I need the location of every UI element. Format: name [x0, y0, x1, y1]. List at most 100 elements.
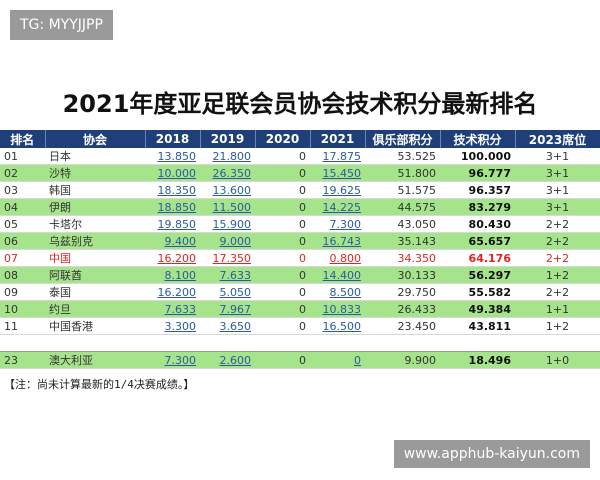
- table-cell: 18.850: [145, 198, 200, 216]
- table-row: 02 沙特 10.000 26.350 0 15.450 51.800 96.777 3+1: [0, 164, 600, 182]
- table-cell: 8.500: [310, 283, 365, 301]
- table-cell: 0: [255, 249, 310, 267]
- table-cell: 1+2: [515, 317, 600, 335]
- table-cell: 伊朗: [45, 198, 145, 216]
- table-cell: 18.350: [145, 181, 200, 199]
- table-cell: 1+1: [515, 300, 600, 318]
- footnote: 【注：尚未计算最新的1/4决赛成绩。】: [4, 378, 195, 391]
- table-cell: 0: [255, 317, 310, 335]
- table-cell: 17.350: [200, 249, 255, 267]
- header-cell: 技术积分: [440, 130, 516, 148]
- table-cell: 9.000: [200, 232, 255, 250]
- empty-cell: [200, 334, 255, 352]
- table-cell: 29.750: [365, 283, 440, 301]
- table-cell: 3.300: [145, 317, 200, 335]
- empty-cell: [255, 334, 310, 352]
- table-cell: 10.833: [310, 300, 365, 318]
- table-cell: 16.743: [310, 232, 365, 250]
- table-cell: 5.050: [200, 283, 255, 301]
- table-cell: 05: [0, 215, 45, 233]
- table-cell: 0: [255, 300, 310, 318]
- table-cell: 15.900: [200, 215, 255, 233]
- table-cell: 03: [0, 181, 45, 199]
- header-cell: 2019: [200, 130, 256, 148]
- table-cell: 01: [0, 148, 45, 165]
- table-cell: 7.300: [310, 215, 365, 233]
- table-cell: 09: [0, 283, 45, 301]
- table-cell: 1+0: [515, 351, 600, 369]
- table-cell: 7.633: [145, 300, 200, 318]
- table-cell: 10: [0, 300, 45, 318]
- table-cell: 13.850: [145, 148, 200, 165]
- ranking-table: 排名 协会 2018 2019 2020 2021 俱乐部积分 技术积分 2023席位 01 日本…: [0, 130, 600, 369]
- table-cell: 10.000: [145, 164, 200, 182]
- table-cell: 约旦: [45, 300, 145, 318]
- table-cell: 30.133: [365, 266, 440, 284]
- table-cell: 13.600: [200, 181, 255, 199]
- table-cell: 44.575: [365, 198, 440, 216]
- table-cell: 11.500: [200, 198, 255, 216]
- table-cell: 1+2: [515, 266, 600, 284]
- table-cell: 16.200: [145, 249, 200, 267]
- table-cell: 96.357: [440, 181, 515, 199]
- table-cell: 2+2: [515, 283, 600, 301]
- site-label: www.apphub-kaiyun.com: [393, 440, 590, 468]
- table-cell: 中国香港: [45, 317, 145, 335]
- table-cell: 51.575: [365, 181, 440, 199]
- empty-cell: [440, 334, 515, 352]
- table-cell: 乌兹别克: [45, 232, 145, 250]
- watermark-label: TG: MYYJJPP: [10, 10, 113, 40]
- table-cell: 3+1: [515, 148, 600, 165]
- table-cell: 02: [0, 164, 45, 182]
- table-cell: 07: [0, 249, 45, 267]
- table-cell: 泰国: [45, 283, 145, 301]
- table-cell: 3+1: [515, 198, 600, 216]
- table-cell: 7.300: [145, 351, 200, 369]
- table-cell: 2.600: [200, 351, 255, 369]
- table-cell: 56.297: [440, 266, 515, 284]
- empty-cell: [45, 334, 145, 352]
- table-row: 03 韩国 18.350 13.600 0 19.625 51.575 96.357 3+1: [0, 181, 600, 199]
- table-cell: 43.811: [440, 317, 515, 335]
- header-cell: 俱乐部积分: [365, 130, 441, 148]
- table-cell: 49.384: [440, 300, 515, 318]
- table-cell: 3+1: [515, 164, 600, 182]
- table-cell: 卡塔尔: [45, 215, 145, 233]
- table-cell: 0: [255, 351, 310, 369]
- table-cell: 3+1: [515, 181, 600, 199]
- table-cell: 2+2: [515, 249, 600, 267]
- table-cell: 8.100: [145, 266, 200, 284]
- table-cell: 0: [255, 283, 310, 301]
- title: 2021年度亚足联会员协会技术积分最新排名: [62, 90, 538, 118]
- empty-cell: [365, 334, 440, 352]
- table-cell: 0: [255, 232, 310, 250]
- table-cell: 19.850: [145, 215, 200, 233]
- table-cell: 04: [0, 198, 45, 216]
- table-row: 06 乌兹别克 9.400 9.000 0 16.743 35.143 65.657 2+2: [0, 232, 600, 250]
- table-cell: 06: [0, 232, 45, 250]
- table-cell: 0: [255, 181, 310, 199]
- table-cell: 51.800: [365, 164, 440, 182]
- header-cell: 2021: [310, 130, 366, 148]
- table-cell: 沙特: [45, 164, 145, 182]
- table-cell: 17.875: [310, 148, 365, 165]
- table-cell: 日本: [45, 148, 145, 165]
- table-cell: 35.143: [365, 232, 440, 250]
- table-row: 11 中国香港 3.300 3.650 0 16.500 23.450 43.811 1+2: [0, 317, 600, 335]
- empty-cell: [310, 334, 365, 352]
- table-cell: 14.400: [310, 266, 365, 284]
- header-cell: 2020: [255, 130, 311, 148]
- table-cell: 23.450: [365, 317, 440, 335]
- table-cell: 64.176: [440, 249, 515, 267]
- table-cell: 21.800: [200, 148, 255, 165]
- table-cell: 0: [255, 215, 310, 233]
- table-cell: 80.430: [440, 215, 515, 233]
- table-cell: 0: [255, 164, 310, 182]
- table-cell: 0: [255, 198, 310, 216]
- empty-cell: [515, 334, 600, 352]
- table-cell: 55.582: [440, 283, 515, 301]
- table-cell: 澳大利亚: [45, 351, 145, 369]
- header-cell: 协会: [45, 130, 146, 148]
- table-cell: 19.625: [310, 181, 365, 199]
